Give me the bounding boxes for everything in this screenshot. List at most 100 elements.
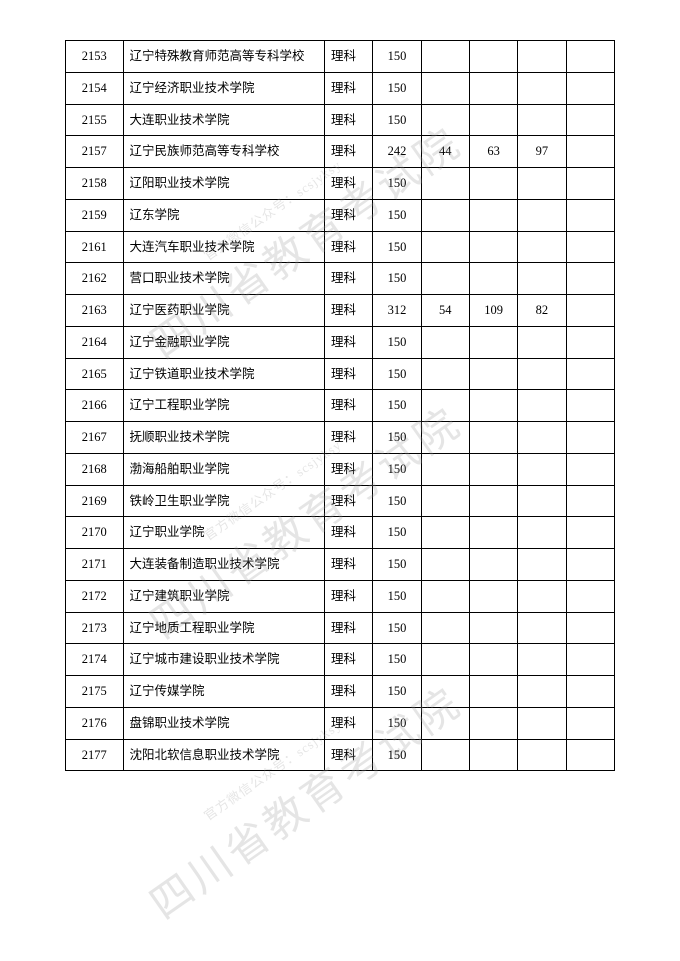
cell-value-4 [518, 644, 566, 676]
cell-value-2 [421, 644, 469, 676]
cell-value-2 [421, 485, 469, 517]
cell-school-name: 辽宁地质工程职业学院 [123, 612, 324, 644]
cell-value-2 [421, 326, 469, 358]
cell-value-3 [469, 453, 517, 485]
cell-value-4 [518, 41, 566, 73]
table-row: 2161大连汽车职业技术学院理科150 [66, 231, 615, 263]
cell-value-4: 82 [518, 295, 566, 327]
cell-code: 2159 [66, 199, 124, 231]
cell-school-name: 辽宁铁道职业技术学院 [123, 358, 324, 390]
cell-type: 理科 [324, 739, 372, 771]
cell-value-4 [518, 517, 566, 549]
cell-type: 理科 [324, 41, 372, 73]
cell-value-3 [469, 485, 517, 517]
cell-value-2 [421, 231, 469, 263]
cell-value-3 [469, 326, 517, 358]
cell-code: 2162 [66, 263, 124, 295]
cell-value-5 [566, 326, 614, 358]
cell-school-name: 辽宁金融职业学院 [123, 326, 324, 358]
cell-school-name: 抚顺职业技术学院 [123, 422, 324, 454]
cell-type: 理科 [324, 231, 372, 263]
cell-value-5 [566, 644, 614, 676]
cell-value-4 [518, 326, 566, 358]
cell-school-name: 营口职业技术学院 [123, 263, 324, 295]
cell-value-1: 150 [373, 549, 421, 581]
cell-value-5 [566, 580, 614, 612]
cell-value-5 [566, 104, 614, 136]
cell-school-name: 辽宁建筑职业学院 [123, 580, 324, 612]
cell-code: 2170 [66, 517, 124, 549]
table-row: 2157辽宁民族师范高等专科学校理科242446397 [66, 136, 615, 168]
cell-value-3 [469, 390, 517, 422]
cell-value-5 [566, 72, 614, 104]
cell-type: 理科 [324, 263, 372, 295]
cell-value-3 [469, 612, 517, 644]
cell-value-1: 150 [373, 453, 421, 485]
cell-value-3 [469, 422, 517, 454]
cell-value-4 [518, 104, 566, 136]
cell-value-4 [518, 72, 566, 104]
cell-school-name: 辽宁传媒学院 [123, 676, 324, 708]
cell-value-2 [421, 358, 469, 390]
cell-value-1: 150 [373, 707, 421, 739]
cell-value-3 [469, 41, 517, 73]
table-row: 2158辽阳职业技术学院理科150 [66, 168, 615, 200]
cell-value-4 [518, 358, 566, 390]
cell-school-name: 辽宁职业学院 [123, 517, 324, 549]
cell-value-5 [566, 676, 614, 708]
cell-value-2 [421, 168, 469, 200]
cell-school-name: 辽宁特殊教育师范高等专科学校 [123, 41, 324, 73]
cell-school-name: 大连汽车职业技术学院 [123, 231, 324, 263]
table-row: 2172辽宁建筑职业学院理科150 [66, 580, 615, 612]
table-row: 2166辽宁工程职业学院理科150 [66, 390, 615, 422]
cell-code: 2169 [66, 485, 124, 517]
cell-value-2 [421, 676, 469, 708]
cell-code: 2157 [66, 136, 124, 168]
cell-type: 理科 [324, 390, 372, 422]
cell-type: 理科 [324, 295, 372, 327]
cell-value-5 [566, 517, 614, 549]
cell-type: 理科 [324, 453, 372, 485]
cell-value-3 [469, 580, 517, 612]
cell-value-5 [566, 390, 614, 422]
document-page: 2153辽宁特殊教育师范高等专科学校理科1502154辽宁经济职业技术学院理科1… [0, 0, 680, 811]
cell-value-1: 150 [373, 358, 421, 390]
table-row: 2154辽宁经济职业技术学院理科150 [66, 72, 615, 104]
cell-value-1: 150 [373, 72, 421, 104]
cell-value-1: 150 [373, 326, 421, 358]
cell-type: 理科 [324, 612, 372, 644]
cell-value-3 [469, 707, 517, 739]
table-row: 2176盘锦职业技术学院理科150 [66, 707, 615, 739]
cell-value-5 [566, 422, 614, 454]
table-row: 2153辽宁特殊教育师范高等专科学校理科150 [66, 41, 615, 73]
cell-code: 2158 [66, 168, 124, 200]
cell-value-1: 150 [373, 644, 421, 676]
cell-school-name: 铁岭卫生职业学院 [123, 485, 324, 517]
cell-value-5 [566, 485, 614, 517]
cell-value-5 [566, 136, 614, 168]
cell-value-2 [421, 707, 469, 739]
cell-value-3 [469, 644, 517, 676]
cell-value-5 [566, 707, 614, 739]
cell-type: 理科 [324, 644, 372, 676]
cell-value-3 [469, 231, 517, 263]
cell-value-1: 150 [373, 580, 421, 612]
cell-value-5 [566, 739, 614, 771]
cell-value-1: 150 [373, 485, 421, 517]
table-row: 2169铁岭卫生职业学院理科150 [66, 485, 615, 517]
cell-value-2 [421, 72, 469, 104]
cell-code: 2163 [66, 295, 124, 327]
table-row: 2167抚顺职业技术学院理科150 [66, 422, 615, 454]
cell-type: 理科 [324, 485, 372, 517]
cell-value-1: 150 [373, 199, 421, 231]
cell-value-1: 150 [373, 422, 421, 454]
cell-value-1: 150 [373, 612, 421, 644]
cell-value-4 [518, 199, 566, 231]
cell-value-5 [566, 41, 614, 73]
cell-code: 2164 [66, 326, 124, 358]
cell-school-name: 渤海船舶职业学院 [123, 453, 324, 485]
cell-value-3 [469, 549, 517, 581]
cell-code: 2168 [66, 453, 124, 485]
cell-value-2: 54 [421, 295, 469, 327]
table-row: 2173辽宁地质工程职业学院理科150 [66, 612, 615, 644]
